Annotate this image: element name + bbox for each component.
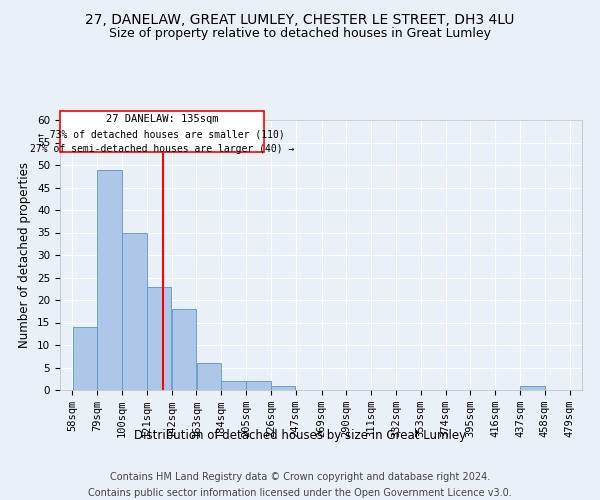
Bar	[246, 381, 271, 390]
FancyBboxPatch shape	[60, 111, 264, 152]
Bar	[147, 286, 172, 390]
Bar	[73, 327, 97, 390]
Bar	[97, 170, 122, 390]
Bar	[520, 386, 545, 390]
Text: 27 DANELAW: 135sqm: 27 DANELAW: 135sqm	[106, 114, 218, 124]
Text: Distribution of detached houses by size in Great Lumley: Distribution of detached houses by size …	[134, 428, 466, 442]
Text: ← 73% of detached houses are smaller (110): ← 73% of detached houses are smaller (11…	[38, 129, 285, 139]
Text: Contains HM Land Registry data © Crown copyright and database right 2024.: Contains HM Land Registry data © Crown c…	[110, 472, 490, 482]
Text: 27% of semi-detached houses are larger (40) →: 27% of semi-detached houses are larger (…	[29, 144, 294, 154]
Bar	[122, 232, 146, 390]
Text: Size of property relative to detached houses in Great Lumley: Size of property relative to detached ho…	[109, 28, 491, 40]
Bar	[221, 381, 246, 390]
Text: 27, DANELAW, GREAT LUMLEY, CHESTER LE STREET, DH3 4LU: 27, DANELAW, GREAT LUMLEY, CHESTER LE ST…	[85, 12, 515, 26]
Y-axis label: Number of detached properties: Number of detached properties	[19, 162, 31, 348]
Bar	[197, 363, 221, 390]
Text: Contains public sector information licensed under the Open Government Licence v3: Contains public sector information licen…	[88, 488, 512, 498]
Bar	[271, 386, 295, 390]
Bar	[172, 309, 196, 390]
